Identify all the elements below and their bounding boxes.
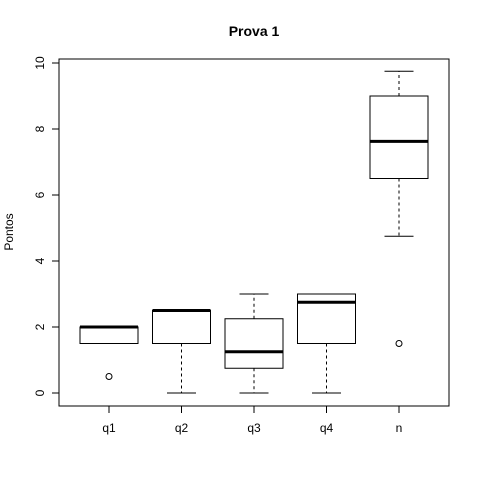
box-rect <box>297 293 356 344</box>
y-tick-label: 6 <box>33 191 47 198</box>
y-tick-label: 4 <box>33 257 47 264</box>
box-q4 <box>297 293 356 394</box>
chart-title: Prova 1 <box>229 23 280 39</box>
outlier-point <box>105 373 113 380</box>
box-rect <box>79 326 139 344</box>
x-axis: q1 q2 q3 q4 n <box>102 405 403 435</box>
box-rect <box>369 95 429 179</box>
box-q3 <box>224 293 284 394</box>
y-axis-label: Pontos <box>2 213 16 250</box>
y-tick-label: 10 <box>33 56 47 70</box>
y-tick-label: 8 <box>33 125 47 132</box>
box-q2 <box>152 309 211 394</box>
x-tick-label-q4: q4 <box>320 421 334 435</box>
plot-frame <box>58 58 450 407</box>
boxes <box>79 70 429 394</box>
x-tick-label-q3: q3 <box>247 421 261 435</box>
box-n <box>369 70 429 347</box>
outlier-point <box>395 340 403 347</box>
y-axis: 0 2 4 6 8 10 <box>33 56 60 396</box>
x-tick-label-q1: q1 <box>102 421 116 435</box>
y-tick-label: 2 <box>33 323 47 330</box>
x-tick-label-q2: q2 <box>175 421 189 435</box>
y-tick-label: 0 <box>33 389 47 396</box>
x-tick-label-n: n <box>396 421 403 435</box>
box-q1 <box>79 325 139 380</box>
box-rect <box>152 310 211 344</box>
box-rect <box>224 318 284 369</box>
